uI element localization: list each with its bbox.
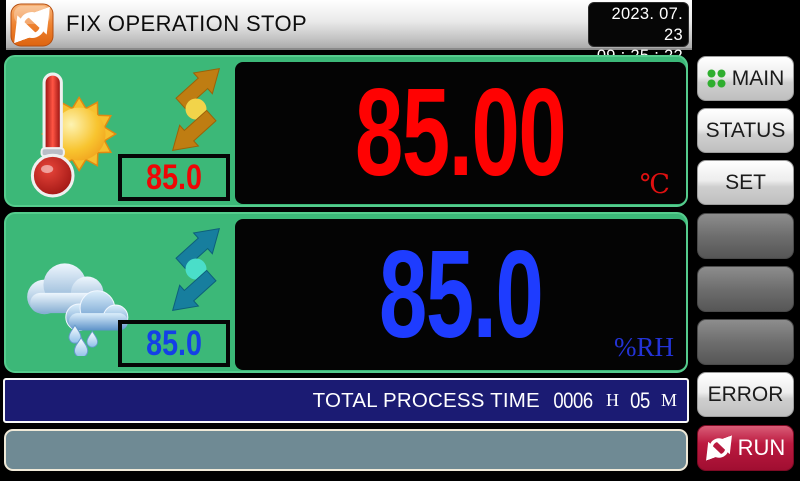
temperature-panel: 85.0 85.00 ℃: [4, 55, 688, 207]
process-time-label: TOTAL PROCESS TIME: [312, 388, 540, 412]
process-time-hours-unit: H: [605, 390, 619, 410]
process-time-minutes: 05: [630, 387, 650, 413]
blank-button-3[interactable]: [697, 319, 794, 365]
sync-icon: [10, 3, 54, 47]
status-button[interactable]: STATUS: [697, 108, 794, 153]
title-bar: FIX OPERATION STOP 2023. 07. 23 09 : 25 …: [6, 0, 692, 65]
humidity-value: 85.0: [378, 225, 544, 364]
main-button[interactable]: MAIN: [697, 56, 794, 101]
total-process-time-bar: TOTAL PROCESS TIME 0006 H 05 M: [3, 378, 689, 423]
humidity-unit: %RH: [614, 332, 674, 362]
date-text: 2023. 07. 23: [611, 5, 683, 44]
refresh-icon: [705, 435, 732, 461]
datetime-display: 2023. 07. 23 09 : 25 : 22: [588, 2, 689, 65]
blank-button-2[interactable]: [697, 266, 794, 312]
process-time-minutes-unit: M: [660, 390, 677, 410]
temperature-display: 85.00 ℃: [235, 62, 686, 204]
error-button[interactable]: ERROR: [697, 372, 794, 417]
blank-button-1[interactable]: [697, 213, 794, 259]
run-button[interactable]: RUN: [697, 425, 794, 471]
page-title: FIX OPERATION STOP: [66, 11, 308, 36]
humidity-setpoint-value: 85.0: [146, 323, 202, 363]
humidity-display: 85.0 %RH: [235, 219, 686, 370]
humidity-updown-arrows-icon: [156, 222, 238, 316]
status-message-bar: [4, 429, 688, 471]
set-button-label: SET: [725, 170, 766, 194]
main-button-label: MAIN: [731, 66, 785, 90]
set-button[interactable]: SET: [697, 160, 794, 205]
error-button-label: ERROR: [707, 382, 784, 406]
humidity-setpoint-box[interactable]: 85.0: [118, 320, 230, 367]
status-button-label: STATUS: [705, 118, 786, 142]
temperature-setpoint-box[interactable]: 85.0: [118, 154, 230, 201]
grid-dots-icon: [707, 69, 726, 88]
temperature-unit: ℃: [639, 169, 670, 199]
cloud-rain-icon: [18, 250, 136, 358]
thermometer-sun-icon: [20, 71, 124, 201]
process-time-hours: 0006: [553, 387, 593, 413]
run-button-label: RUN: [737, 435, 786, 460]
temperature-value: 85.00: [355, 64, 567, 202]
temperature-setpoint-value: 85.0: [146, 157, 202, 197]
temperature-updown-arrows-icon: [156, 62, 238, 156]
humidity-panel: 85.0 85.0 %RH: [4, 212, 688, 373]
